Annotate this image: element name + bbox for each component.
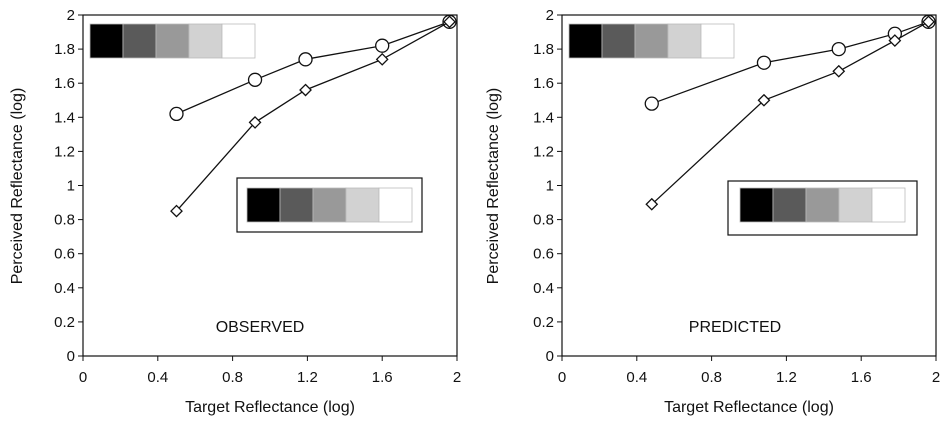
diamond-point	[832, 64, 846, 78]
swatch	[667, 23, 702, 59]
swatch	[188, 23, 223, 59]
y-tick-label: 1	[546, 178, 554, 195]
x-tick-label: 0.8	[222, 369, 243, 386]
swatch	[838, 187, 873, 223]
swatch	[601, 23, 636, 59]
swatch	[805, 187, 840, 223]
swatch	[122, 23, 157, 59]
y-tick-label: 1.6	[533, 75, 554, 92]
x-tick-label: 0.4	[626, 369, 647, 386]
diamond-point	[170, 204, 183, 218]
panel-annotation: OBSERVED	[216, 319, 305, 336]
x-tick-label: 2	[453, 369, 461, 386]
swatch	[345, 187, 380, 223]
y-tick-label: 1	[67, 178, 75, 195]
swatch	[279, 187, 314, 223]
x-tick-label: 1.2	[776, 369, 797, 386]
swatch-inset-middle-right	[727, 180, 918, 236]
y-axis-title: Perceived Reflectance (log)	[485, 88, 502, 285]
circle-point	[169, 106, 184, 122]
circle-point	[247, 72, 263, 87]
x-axis-title: Target Reflectance (log)	[664, 399, 834, 416]
y-tick-label: 0.8	[533, 212, 554, 229]
y-tick-label: 1.4	[533, 109, 554, 126]
panel-annotation: PREDICTED	[689, 319, 781, 336]
y-tick-label: 0.8	[54, 212, 75, 229]
swatch	[568, 23, 603, 59]
swatch	[89, 23, 124, 59]
swatch	[700, 23, 735, 59]
swatch	[155, 23, 190, 59]
diamond-point	[299, 83, 312, 97]
diamond-point	[248, 115, 262, 129]
swatch	[739, 187, 774, 223]
swatch-inset-middle-right	[236, 177, 423, 233]
circle-point	[298, 52, 313, 67]
y-tick-label: 1.6	[54, 75, 75, 92]
y-tick-label: 2	[67, 7, 75, 24]
series-diamond	[170, 15, 456, 218]
circle-point	[756, 55, 772, 70]
swatch-inset-top-left	[89, 23, 256, 59]
y-tick-label: 0.4	[533, 280, 554, 297]
y-tick-label: 0.2	[54, 314, 75, 331]
y-tick-label: 0.6	[54, 246, 75, 263]
diamond-point	[443, 15, 456, 29]
diamond-point	[757, 93, 771, 107]
series-circle	[169, 14, 457, 122]
swatch	[772, 187, 807, 223]
y-tick-label: 0	[546, 348, 554, 365]
swatch	[221, 23, 256, 59]
y-tick-label: 1.2	[533, 143, 554, 160]
series-diamond	[645, 15, 935, 211]
x-axis-title: Target Reflectance (log)	[185, 399, 355, 416]
x-tick-label: 1.2	[297, 369, 318, 386]
diamond-point	[645, 197, 659, 211]
y-tick-label: 0	[67, 348, 75, 365]
y-axis-title: Perceived Reflectance (log)	[9, 88, 26, 285]
chart-panel-1: 0 0.2 0.4 0.6 0.8 1 1.2 1.4 1.6 1.8 2 0 0.4 0.8 1.2 1.6…	[9, 7, 461, 416]
circle-point	[644, 96, 659, 111]
swatch-inset-top-left	[568, 23, 735, 59]
circle-point	[375, 38, 390, 53]
swatch	[378, 187, 413, 223]
swatch	[312, 187, 347, 223]
diamond-point	[888, 34, 902, 47]
y-tick-label: 0.6	[533, 246, 554, 263]
x-tick-label: 0.4	[147, 369, 168, 386]
y-tick-label: 1.8	[533, 41, 554, 58]
y-tick-label: 1.4	[54, 109, 75, 126]
y-tick-label: 1.8	[54, 41, 75, 58]
diamond-point	[922, 15, 935, 29]
x-tick-label: 0	[79, 369, 87, 386]
y-tick-label: 1.2	[54, 143, 75, 160]
swatch	[634, 23, 669, 59]
y-tick-label: 0.2	[533, 314, 554, 331]
y-tick-label: 2	[546, 7, 554, 24]
chart-panel-2: 0 0.2 0.4 0.6 0.8 1 1.2 1.4 1.6 1.8 2 0 0.4 0.8 1.2 1.6…	[485, 7, 940, 416]
y-tick-label: 0.4	[54, 280, 75, 297]
x-tick-label: 2	[932, 369, 940, 386]
x-tick-label: 0	[558, 369, 566, 386]
x-tick-label: 1.6	[851, 369, 872, 386]
circle-point	[831, 41, 846, 57]
swatch	[871, 187, 906, 223]
x-tick-label: 1.6	[372, 369, 393, 386]
swatch	[246, 187, 281, 223]
x-tick-label: 0.8	[701, 369, 722, 386]
diamond-point	[375, 52, 389, 66]
